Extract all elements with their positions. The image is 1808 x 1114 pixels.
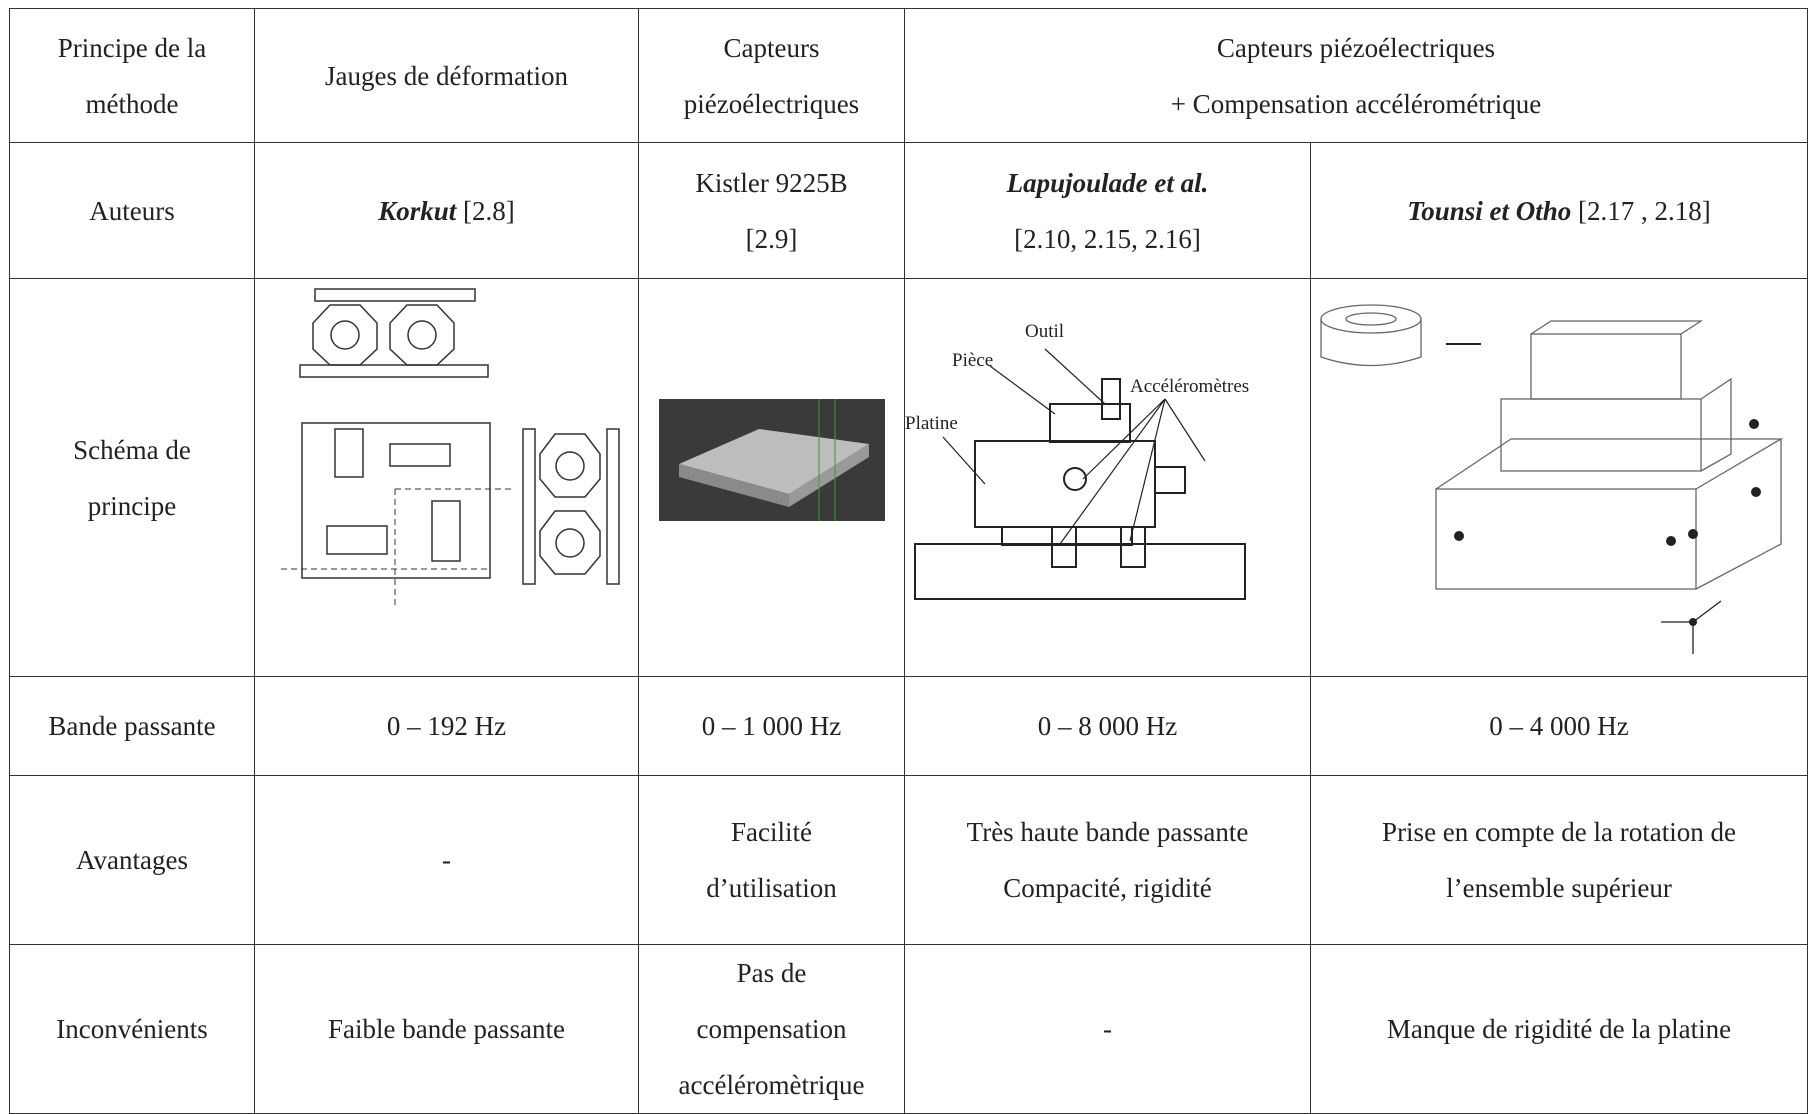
author: Lapujoulade et al. xyxy=(1006,167,1209,198)
header-cell: Capteurs piézoélectriques xyxy=(638,8,905,143)
cell: 0 – 4 000 Hz xyxy=(1310,676,1808,776)
cell xyxy=(254,278,639,677)
cell: Lapujoulade et al. [2.10, 2.15, 2.16] xyxy=(904,142,1311,279)
text: Très haute bande passante xyxy=(966,817,1249,847)
cell: Kistler 9225B [2.9] xyxy=(638,142,905,279)
lapujoulade-figure: Outil Pièce Platine Accéléromètres xyxy=(905,321,1249,600)
row-label: Bande passante xyxy=(9,676,255,776)
figure-label: Platine xyxy=(905,413,958,434)
text: méthode xyxy=(85,88,179,119)
cell: Korkut [2.8] xyxy=(254,142,639,279)
comparison-table: Principe de la méthode Jauges de déformat… xyxy=(9,8,1808,1114)
text: Schéma de xyxy=(73,434,191,465)
cell: Très haute bande passante Compacité, rigi… xyxy=(904,775,1311,945)
header-cell: Principe de la méthode xyxy=(9,8,255,143)
cell: Faible bande passante xyxy=(254,944,639,1114)
text: 0 – 4 000 Hz xyxy=(1489,711,1629,741)
text: Pas de xyxy=(736,958,807,988)
cell: - xyxy=(904,944,1311,1114)
text: Capteurs xyxy=(723,32,820,63)
row: Schéma de principe xyxy=(9,278,1808,677)
text: 0 – 192 Hz xyxy=(386,711,507,741)
text: Faible bande passante xyxy=(328,1014,565,1044)
row-label: Inconvénients xyxy=(9,944,255,1114)
text: Auteurs xyxy=(89,195,175,226)
text: Prise en compte de la rotation de xyxy=(1382,817,1736,847)
text: - xyxy=(442,845,451,875)
cell: Pas de compensation accéléromètrique xyxy=(638,944,905,1114)
text: Jauges de déformation xyxy=(325,60,568,91)
ref: [2.8] xyxy=(463,195,515,226)
text: piézoélectriques xyxy=(683,88,860,119)
text: Avantages xyxy=(76,845,188,875)
text: compensation xyxy=(696,1014,847,1044)
row-label: Auteurs xyxy=(9,142,255,279)
text: Capteurs piézoélectriques xyxy=(1216,32,1496,63)
text: [2.9] xyxy=(745,223,798,254)
author: Korkut xyxy=(378,195,457,226)
tounsi-figure xyxy=(1320,304,1784,654)
text: Kistler 9225B xyxy=(695,167,848,198)
text: l’ensemble supérieur xyxy=(1446,873,1672,903)
cell: Prise en compte de la rotation de l’ensem… xyxy=(1310,775,1808,945)
cell: Facilité d’utilisation xyxy=(638,775,905,945)
text: + Compensation accélérométrique xyxy=(1170,88,1542,119)
cell: - xyxy=(254,775,639,945)
text: Compacité, rigidité xyxy=(1003,873,1212,903)
text: 0 – 8 000 Hz xyxy=(1037,711,1178,741)
text: accéléromètrique xyxy=(678,1070,865,1100)
author: Tounsi et Otho xyxy=(1407,195,1572,226)
cell xyxy=(638,278,905,677)
text: - xyxy=(1103,1014,1112,1044)
cell: 0 – 192 Hz xyxy=(254,676,639,776)
row: Inconvénients Faible bande passante Pas … xyxy=(9,944,1808,1114)
cell: 0 – 1 000 Hz xyxy=(638,676,905,776)
kistler-figure xyxy=(659,399,885,521)
ref: [2.17 , 2.18] xyxy=(1578,195,1711,226)
cell: Manque de rigidité de la platine xyxy=(1310,944,1808,1114)
row-label: Schéma de principe xyxy=(9,278,255,677)
row: Avantages - Facilité d’utilisation Très h… xyxy=(9,775,1808,945)
text: Inconvénients xyxy=(56,1014,208,1044)
text: Manque de rigidité de la platine xyxy=(1386,1014,1732,1044)
cell: Tounsi et Otho [2.17 , 2.18] xyxy=(1310,142,1808,279)
text: principe xyxy=(87,490,177,521)
row: Auteurs Korkut [2.8] Kistler 9225B [2.9] … xyxy=(9,142,1808,279)
text: 0 – 1 000 Hz xyxy=(701,711,842,741)
header-cell: Jauges de déformation xyxy=(254,8,639,143)
row: Bande passante 0 – 192 Hz 0 – 1 000 Hz 0… xyxy=(9,676,1808,776)
figure-label: Outil xyxy=(1025,321,1064,342)
text: Facilité xyxy=(731,817,812,847)
ref: [2.10, 2.15, 2.16] xyxy=(1014,223,1201,254)
cell: 0 – 8 000 Hz xyxy=(904,676,1311,776)
page: Principe de la méthode Jauges de déformat… xyxy=(9,8,1808,1114)
header-row: Principe de la méthode Jauges de déformat… xyxy=(9,8,1808,143)
row-label: Avantages xyxy=(9,775,255,945)
text: Bande passante xyxy=(48,711,216,741)
figure-label: Pièce xyxy=(952,350,993,371)
cell xyxy=(1310,278,1808,677)
strain-gauge-figure xyxy=(281,288,620,609)
text: Principe de la xyxy=(57,32,207,63)
figure-label: Accéléromètres xyxy=(1130,376,1249,397)
header-cell: Capteurs piézoélectriques + Compensation … xyxy=(904,8,1808,143)
cell: Outil Pièce Platine Accéléromètres xyxy=(904,278,1311,677)
text: d’utilisation xyxy=(706,873,837,903)
